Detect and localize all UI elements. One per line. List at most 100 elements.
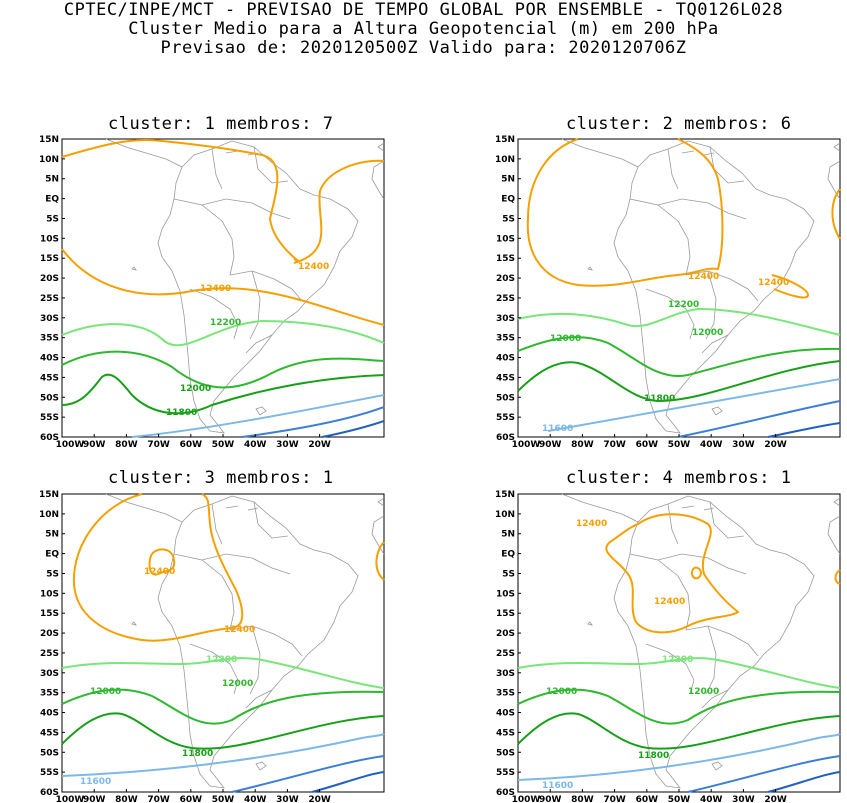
lat-tick-label: 25S bbox=[40, 649, 59, 659]
lat-tick-label: 50S bbox=[496, 393, 515, 403]
lat-tick-label: 45S bbox=[40, 728, 59, 738]
lat-tick-label: 50S bbox=[496, 748, 515, 758]
lat-tick-label: 30S bbox=[496, 314, 515, 324]
contour-label: 11600 bbox=[542, 424, 573, 434]
lon-tick-label: 50W bbox=[212, 795, 235, 803]
lon-tick-label: 40W bbox=[244, 440, 267, 450]
contour-label: 11800 bbox=[166, 408, 197, 418]
lon-tick-label: 20W bbox=[764, 795, 787, 803]
lat-axis: 15N 10N 5N EQ 5S 10S 15S 20S 25S 30S 35S 40S 45S 50S 5… bbox=[39, 135, 65, 443]
lon-tick-label: 70W bbox=[147, 440, 170, 450]
contour-12400-inner bbox=[690, 566, 702, 580]
contour-11400 bbox=[677, 400, 841, 438]
lat-tick-label: 30S bbox=[40, 314, 59, 324]
lat-tick-label: 5S bbox=[502, 569, 515, 579]
lat-tick-label: EQ bbox=[501, 550, 515, 560]
lat-tick-label: 35S bbox=[40, 334, 59, 344]
contour-label: 12000 bbox=[90, 687, 121, 697]
lat-tick-label: 20S bbox=[40, 629, 59, 639]
contour-12400-africa bbox=[834, 569, 841, 585]
contour-label: 12000 bbox=[546, 687, 577, 697]
lat-tick-label: 50S bbox=[40, 393, 59, 403]
map-panel-3: 12400 12400 12200 12000 12000 11800 1160… bbox=[39, 490, 385, 803]
lat-tick-label: 15N bbox=[495, 490, 515, 500]
lat-tick-label: 15S bbox=[40, 254, 59, 264]
lon-tick-label: 60W bbox=[180, 440, 203, 450]
lon-tick-label: 90W bbox=[539, 795, 562, 803]
lat-axis: 15N 10N 5N EQ 5S 10S 15S 20S 25S 30S 35S 40S 45S 50S 5… bbox=[495, 135, 521, 443]
contour-label: 11800 bbox=[638, 751, 669, 761]
lat-tick-label: 30S bbox=[40, 669, 59, 679]
lat-tick-label: 40S bbox=[40, 709, 59, 719]
lon-tick-label: 100W bbox=[56, 440, 85, 450]
lat-tick-label: 55S bbox=[496, 768, 515, 778]
lat-tick-label: 40S bbox=[496, 354, 515, 364]
lat-axis: 15N 10N 5N EQ 5S 10S 15S 20S 25S 30S 35S 40S 45S 50S 5… bbox=[39, 490, 65, 798]
contour-12400-inner bbox=[148, 548, 176, 576]
contour-12400-africa bbox=[831, 188, 841, 240]
lat-tick-label: 5S bbox=[46, 569, 59, 579]
contour-11200 bbox=[767, 422, 841, 438]
map-frame bbox=[517, 493, 841, 793]
lat-tick-label: 10S bbox=[496, 589, 515, 599]
contour-11600 bbox=[517, 733, 841, 781]
lat-tick-label: 30S bbox=[496, 669, 515, 679]
contour-label: 12400 bbox=[688, 272, 719, 282]
contour-label: 12400 bbox=[654, 597, 685, 607]
contour-12000 bbox=[517, 688, 841, 725]
lon-tick-label: 70W bbox=[603, 795, 626, 803]
lat-tick-label: 25S bbox=[496, 294, 515, 304]
lat-tick-label: 5S bbox=[46, 214, 59, 224]
lat-tick-label: 35S bbox=[496, 334, 515, 344]
contour-11800 bbox=[61, 373, 385, 415]
contour-12200 bbox=[517, 657, 841, 689]
contour-label: 11600 bbox=[80, 777, 111, 787]
lon-tick-label: 100W bbox=[512, 440, 541, 450]
contour-12200 bbox=[517, 307, 841, 336]
lat-tick-label: 5S bbox=[502, 214, 515, 224]
lon-tick-label: 80W bbox=[571, 795, 594, 803]
contour-12400-loop bbox=[526, 138, 724, 287]
lat-tick-label: 25S bbox=[40, 294, 59, 304]
contour-11400 bbox=[231, 755, 385, 793]
lat-tick-label: 5N bbox=[501, 175, 515, 185]
contour-11600 bbox=[547, 378, 841, 432]
contour-label: 12400 bbox=[298, 262, 329, 272]
lat-tick-label: 60S bbox=[496, 433, 515, 443]
lon-tick-label: 90W bbox=[83, 795, 106, 803]
contour-11200 bbox=[321, 420, 385, 438]
contour-12000 bbox=[61, 350, 385, 389]
lat-tick-label: EQ bbox=[45, 550, 59, 560]
contour-12400-north bbox=[61, 138, 300, 263]
contour-label: 12400 bbox=[200, 284, 231, 294]
contour-label: 12000 bbox=[692, 328, 723, 338]
contour-label: 11600 bbox=[542, 781, 573, 791]
lon-tick-label: 40W bbox=[244, 795, 267, 803]
contour-label: 12400 bbox=[758, 278, 789, 288]
contour-11800 bbox=[517, 712, 841, 750]
contour-12000 bbox=[61, 688, 385, 725]
lat-tick-label: 15N bbox=[495, 135, 515, 145]
contour-11400 bbox=[687, 755, 841, 793]
contour-label: 12200 bbox=[210, 318, 241, 328]
map-panel-1: 12400 12400 12200 12000 11800 15N 10N 5N EQ… bbox=[39, 135, 385, 450]
panel-1-title: cluster: 1 membros: 7 bbox=[108, 114, 334, 134]
contour-12400-africa bbox=[375, 541, 385, 581]
lat-tick-label: 15N bbox=[39, 135, 59, 145]
lat-tick-label: 45S bbox=[496, 373, 515, 383]
lat-tick-label: 10S bbox=[496, 234, 515, 244]
contour-label: 11800 bbox=[644, 394, 675, 404]
lat-tick-label: 20S bbox=[496, 629, 515, 639]
lon-tick-label: 100W bbox=[512, 795, 541, 803]
lat-tick-label: 55S bbox=[40, 413, 59, 423]
map-frame bbox=[61, 493, 385, 793]
header-line-2: Cluster Medio para a Altura Geopotencial… bbox=[128, 19, 719, 39]
lon-tick-label: 50W bbox=[668, 440, 691, 450]
contour-12400-east bbox=[771, 274, 810, 299]
contour-11800 bbox=[61, 712, 385, 750]
lat-tick-label: 60S bbox=[40, 788, 59, 798]
